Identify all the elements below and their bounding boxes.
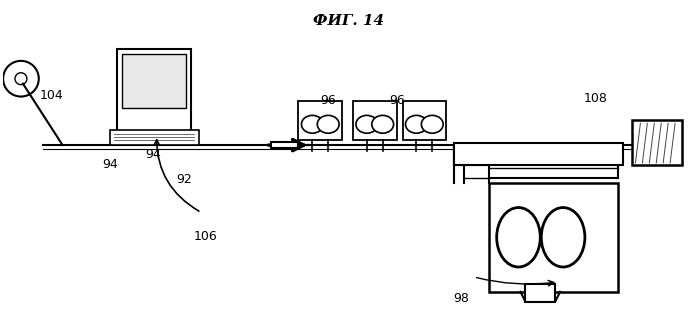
Bar [403,100,446,140]
Ellipse shape [406,115,427,133]
Ellipse shape [302,115,323,133]
Bar [353,100,396,140]
Ellipse shape [497,208,540,267]
Ellipse shape [318,115,339,133]
Bar [122,54,186,108]
Bar [299,100,342,140]
Text: 108: 108 [584,92,608,105]
Ellipse shape [372,115,394,133]
Bar [489,183,618,292]
Text: 94: 94 [102,158,118,171]
Bar [117,49,191,138]
Text: 94: 94 [144,148,161,161]
Text: ФИГ. 14: ФИГ. 14 [313,14,385,28]
Text: 96: 96 [320,94,336,106]
Text: 96: 96 [389,94,406,106]
Text: 106: 106 [193,230,217,243]
Ellipse shape [422,115,443,133]
Bar [110,130,200,145]
Bar [454,143,623,165]
Ellipse shape [541,208,585,267]
Bar [632,120,682,165]
Ellipse shape [356,115,378,133]
Polygon shape [271,142,311,148]
Text: 92: 92 [177,173,192,186]
Text: 98: 98 [453,292,469,305]
Text: 104: 104 [40,89,64,102]
Bar [526,284,555,302]
